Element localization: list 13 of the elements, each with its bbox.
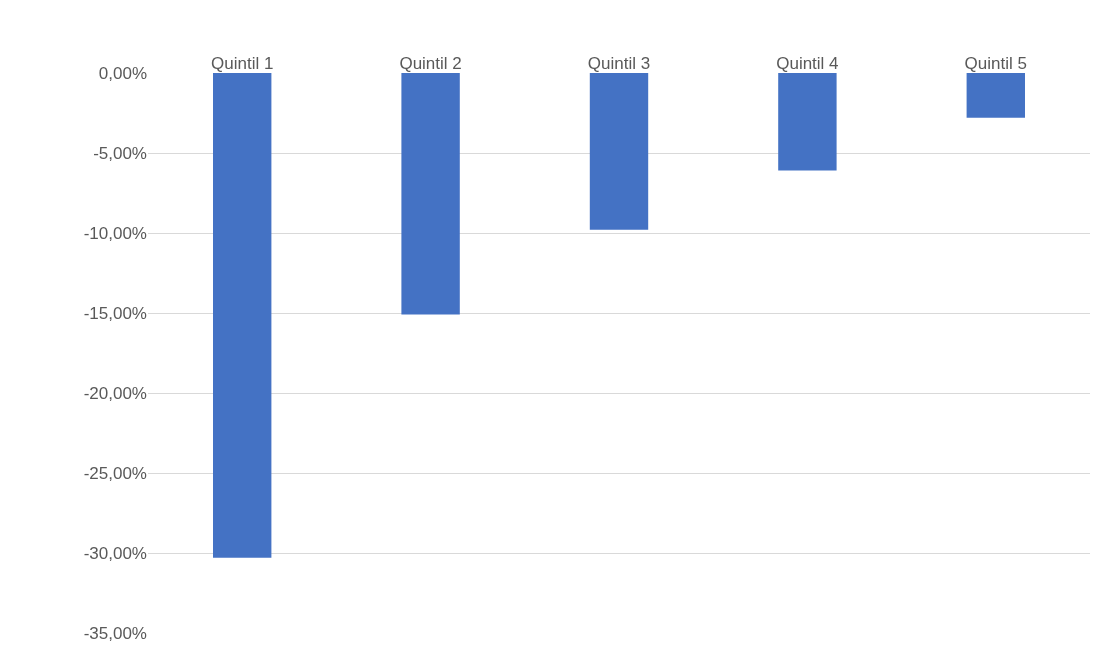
y-tick-label: -10,00% [83,223,147,243]
x-tick-label: Quintil 4 [776,53,839,73]
x-tick-label: Quintil 5 [964,53,1027,73]
y-tick-label: 0,00% [98,63,147,83]
y-tick-label: -15,00% [83,303,147,323]
y-tick-label: -20,00% [83,383,147,403]
y-tick-label: -25,00% [83,463,147,483]
x-tick-label: Quintil 1 [211,53,274,73]
y-tick-label: -30,00% [83,543,147,563]
x-tick-label: Quintil 3 [587,53,651,73]
y-tick-label: -35,00% [83,623,147,643]
y-tick-label: -5,00% [93,143,147,163]
x-tick-label: Quintil 2 [399,53,462,73]
